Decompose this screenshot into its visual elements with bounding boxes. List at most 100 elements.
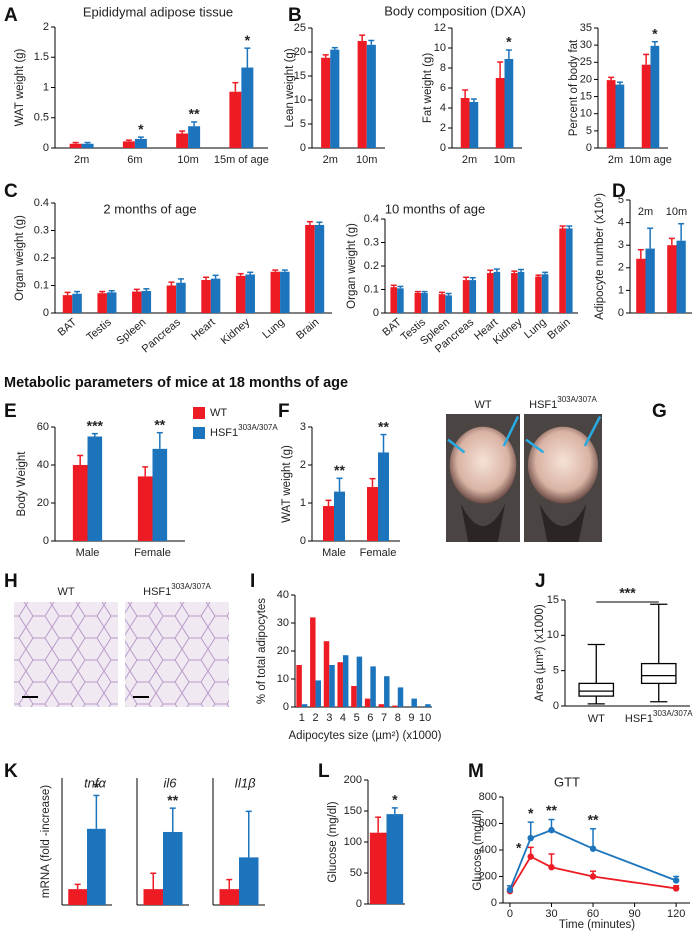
y-axis-label: % of total adipocytes bbox=[256, 598, 268, 704]
error-bar bbox=[470, 98, 477, 102]
image-label: WT bbox=[474, 399, 491, 411]
panel-letter: F bbox=[278, 401, 290, 422]
significance: ** bbox=[378, 418, 389, 434]
bar bbox=[163, 831, 183, 905]
error-bar bbox=[651, 40, 658, 46]
error-bar bbox=[469, 277, 476, 281]
y-tick-label: 2 bbox=[43, 21, 49, 33]
bar bbox=[386, 814, 404, 904]
error-bar bbox=[322, 54, 329, 58]
bar bbox=[460, 98, 470, 148]
bar bbox=[241, 67, 254, 148]
error-bar bbox=[643, 53, 650, 65]
legend-label: HSF1303A/307A bbox=[210, 423, 278, 439]
y-tick-label: 600 bbox=[479, 817, 497, 829]
photo-tissue bbox=[527, 426, 599, 504]
arrow bbox=[583, 415, 602, 447]
chart-title: 10 months of age bbox=[385, 201, 485, 216]
error-bar bbox=[511, 270, 518, 274]
error-bar bbox=[462, 89, 469, 98]
micrograph bbox=[125, 602, 229, 707]
y-tick-label: 5 bbox=[618, 194, 624, 206]
error-bar bbox=[306, 220, 313, 225]
bar bbox=[329, 665, 335, 707]
bar bbox=[141, 291, 152, 313]
error-bar bbox=[212, 274, 219, 279]
y-axis-label: mRNA (fold -increase) bbox=[40, 785, 52, 898]
bar bbox=[469, 102, 479, 148]
bar bbox=[321, 57, 331, 149]
bar bbox=[305, 225, 315, 313]
x-axis-label: Time (minutes) bbox=[559, 919, 635, 931]
error-bar bbox=[191, 121, 198, 127]
bar bbox=[210, 278, 221, 313]
x-tick-label: 30 bbox=[545, 908, 557, 920]
bar bbox=[245, 274, 255, 313]
bar bbox=[176, 282, 186, 313]
error-bar bbox=[77, 454, 84, 465]
x-tick-label: 2m bbox=[74, 154, 89, 166]
y-tick-label: 5 bbox=[300, 118, 306, 130]
y-axis-label: Body Weight bbox=[16, 451, 28, 517]
bar bbox=[369, 832, 387, 904]
x-tick-label: Brain bbox=[545, 316, 572, 342]
error-bar bbox=[169, 807, 176, 832]
x-tick-label: 0 bbox=[507, 908, 513, 920]
y-tick-label: 0.5 bbox=[34, 112, 49, 124]
y-tick-label: 0.2 bbox=[364, 260, 379, 272]
y-tick-label: 25 bbox=[580, 56, 592, 68]
error-bar bbox=[179, 130, 186, 134]
x-tick-label: Testis bbox=[84, 316, 114, 344]
bar bbox=[364, 698, 371, 707]
y-axis-label: Percent of body fat bbox=[568, 39, 580, 136]
significance: * bbox=[392, 792, 398, 808]
y-tick-label: 12 bbox=[434, 22, 446, 34]
error-bar bbox=[566, 225, 573, 229]
bar bbox=[486, 273, 494, 313]
y-tick-label: 10 bbox=[434, 42, 446, 54]
bar bbox=[132, 291, 142, 313]
y-tick-label: 0.3 bbox=[364, 236, 379, 248]
y-tick-label: 0 bbox=[43, 307, 49, 319]
y-tick-label: 0.1 bbox=[34, 279, 49, 291]
bar bbox=[219, 889, 239, 905]
y-tick-label: 3 bbox=[300, 421, 306, 433]
point bbox=[548, 864, 555, 871]
error-bar bbox=[74, 290, 81, 294]
y-tick-label: 30 bbox=[580, 39, 592, 51]
bar bbox=[438, 294, 446, 313]
x-tick-label: 60 bbox=[587, 908, 599, 920]
error-bar bbox=[237, 272, 244, 276]
panel-letter: K bbox=[4, 761, 18, 782]
y-tick-label: 60 bbox=[37, 421, 49, 433]
legend-swatch bbox=[193, 407, 205, 419]
bar bbox=[330, 49, 340, 148]
error-bar bbox=[133, 288, 140, 292]
y-tick-label: 0 bbox=[586, 142, 592, 154]
bar bbox=[68, 889, 87, 905]
chart-title: GTT bbox=[554, 774, 580, 789]
y-tick-label: 40 bbox=[277, 589, 289, 601]
bar bbox=[414, 293, 422, 313]
y-tick-label: 1 bbox=[300, 497, 306, 509]
y-tick-label: 3 bbox=[618, 239, 624, 251]
bar bbox=[296, 665, 302, 707]
x-tick-label: 8 bbox=[395, 712, 401, 724]
error-bar bbox=[226, 878, 233, 890]
error-bar bbox=[497, 61, 504, 78]
error-bar bbox=[559, 225, 566, 229]
bar bbox=[390, 287, 398, 313]
bar bbox=[235, 275, 246, 313]
error-bar bbox=[156, 431, 163, 449]
significance: * bbox=[245, 32, 251, 48]
point bbox=[506, 886, 514, 893]
y-tick-label: 6 bbox=[440, 82, 446, 94]
y-tick-label: 25 bbox=[294, 22, 306, 34]
bar bbox=[334, 491, 345, 541]
bar bbox=[280, 271, 290, 313]
x-tick-label: Male bbox=[322, 547, 346, 559]
x-tick-label: 2m bbox=[462, 154, 477, 166]
significance: ** bbox=[334, 462, 345, 478]
y-tick-label: 4 bbox=[440, 102, 446, 114]
